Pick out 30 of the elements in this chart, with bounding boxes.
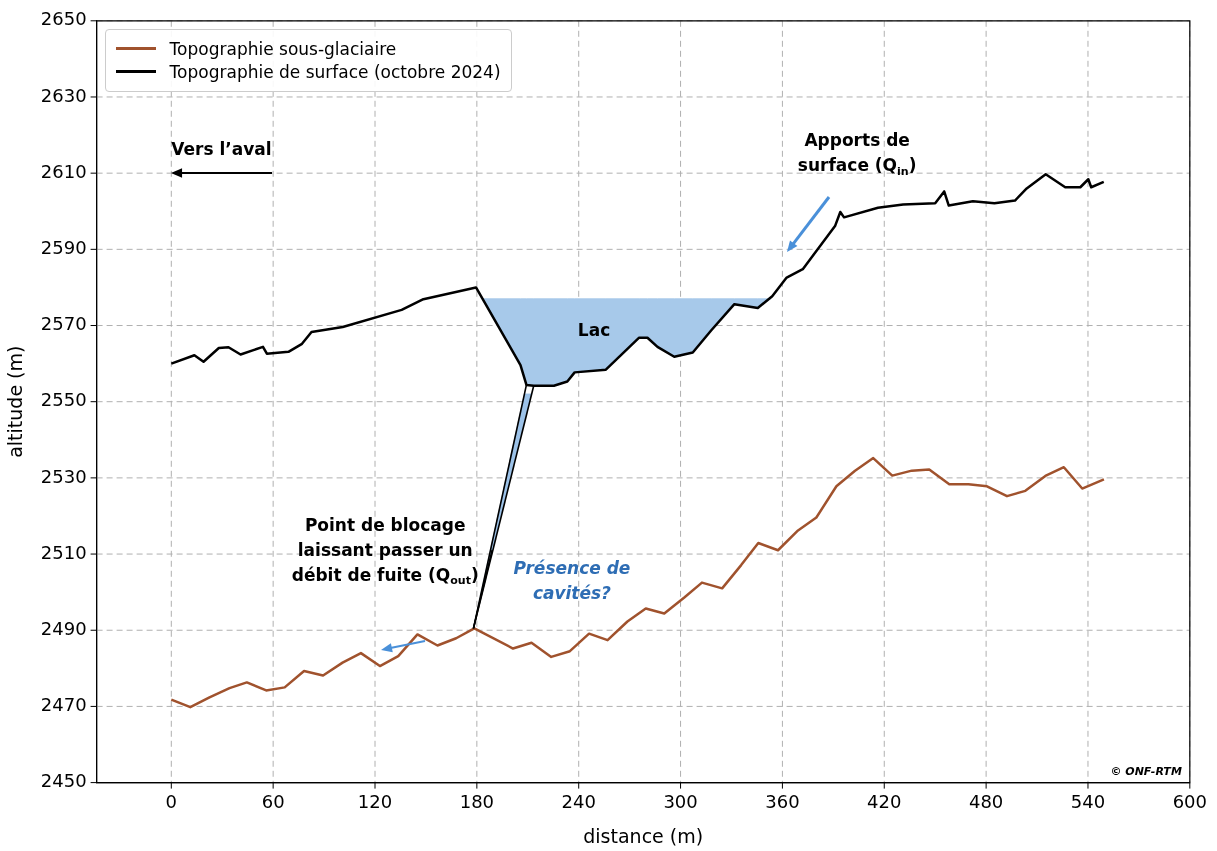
y-tick-label: 2590 — [40, 237, 87, 259]
x-tick-label: 540 — [1070, 791, 1106, 813]
annotation: © ONF-RTM — [1110, 765, 1182, 779]
x-tick-label: 480 — [968, 791, 1004, 813]
y-tick-label: 2490 — [40, 617, 87, 639]
y-axis-title: altitude (m) — [4, 345, 27, 458]
y-tick-label: 2650 — [40, 8, 87, 30]
legend-label: Topographie de surface (octobre 2024) — [169, 61, 501, 82]
y-tick-label: 2530 — [40, 465, 87, 487]
annotation: Lac — [577, 320, 611, 341]
x-tick-label: 180 — [459, 791, 495, 813]
x-tick-label: 120 — [357, 791, 393, 813]
x-axis-title: distance (m) — [583, 824, 704, 847]
x-tick-label: 600 — [1172, 791, 1207, 813]
y-tick-label: 2570 — [40, 313, 87, 335]
y-tick-label: 2470 — [40, 694, 87, 716]
y-tick-label: 2630 — [40, 84, 87, 106]
x-tick-label: 0 — [165, 791, 178, 813]
y-tick-label: 2550 — [40, 389, 87, 411]
annotation: Présence de cavités? — [513, 557, 631, 603]
x-tick-label: 240 — [561, 791, 596, 813]
y-tick-label: 2510 — [40, 541, 87, 563]
x-tick-label: 60 — [261, 791, 285, 813]
legend-label: Topographie sous-glaciaire — [169, 38, 397, 59]
x-tick-label: 420 — [867, 791, 902, 813]
y-tick-label: 2450 — [40, 770, 87, 792]
x-tick-label: 300 — [663, 791, 698, 813]
y-tick-label: 2610 — [40, 160, 87, 182]
annotation: Vers l’aval — [171, 138, 272, 159]
x-tick-label: 360 — [765, 791, 800, 813]
